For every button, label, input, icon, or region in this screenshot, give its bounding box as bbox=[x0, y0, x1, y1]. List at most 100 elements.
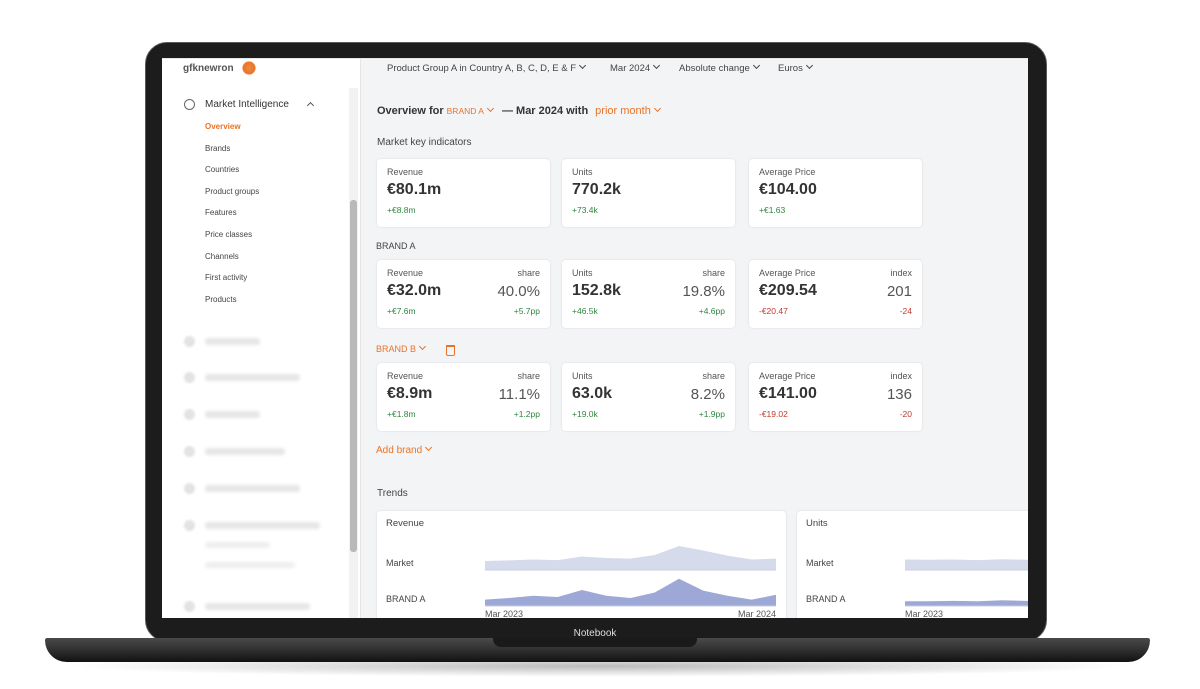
period: — Mar 2024 with bbox=[501, 105, 589, 117]
overview-header: Overview for BRAND A — Mar 2024 with prior … bbox=[377, 105, 660, 117]
blurred-nav bbox=[205, 485, 300, 492]
blurred-icon bbox=[184, 446, 195, 457]
share-value: 136 bbox=[886, 386, 912, 403]
share-change: +4.6pp bbox=[698, 306, 725, 316]
trend-title: Revenue bbox=[386, 518, 425, 529]
card-label: Units bbox=[572, 167, 593, 177]
section-title: Trends bbox=[377, 488, 408, 499]
kpi-card: Average Price €209.54 -€20.47 index 201 -24 bbox=[749, 260, 922, 328]
card-value: €32.0m bbox=[387, 282, 442, 299]
scrollbar-thumb bbox=[350, 200, 357, 552]
x-start-label: Mar 2023 bbox=[905, 609, 943, 618]
share-label: index bbox=[890, 268, 912, 278]
kpi-card: Revenue €32.0m +€7.6m share 40.0% +5.7pp bbox=[377, 260, 550, 328]
share-value: 201 bbox=[886, 283, 912, 300]
card-label: Revenue bbox=[387, 167, 424, 177]
blurred-nav bbox=[205, 338, 260, 345]
card-label: Average Price bbox=[759, 167, 816, 177]
nav-item[interactable]: First activity bbox=[205, 273, 248, 283]
card-change: +€1.8m bbox=[387, 409, 416, 419]
logo: gfknewron bbox=[183, 63, 234, 74]
card-value: €8.9m bbox=[387, 385, 433, 402]
x-end-label: Mar 2024 bbox=[738, 609, 776, 618]
blurred-icon bbox=[184, 372, 195, 383]
filter[interactable]: Euros bbox=[778, 63, 812, 74]
share-value: 40.0% bbox=[497, 283, 540, 300]
trend-panel: Units Market BRAND A Mar 2023 Mar 2024 bbox=[797, 511, 1028, 618]
comparison-select[interactable]: prior month bbox=[595, 105, 660, 117]
add-brand[interactable]: Add brand bbox=[376, 445, 431, 456]
x-start-label: Mar 2023 bbox=[485, 609, 523, 618]
share-value: 8.2% bbox=[690, 386, 725, 403]
filter[interactable]: Mar 2024 bbox=[610, 63, 659, 74]
blurred-nav bbox=[205, 542, 270, 548]
card-value: €80.1m bbox=[387, 181, 442, 198]
filter[interactable]: Absolute change bbox=[679, 63, 759, 74]
card-change: +19.0k bbox=[572, 409, 598, 419]
screen: gfknewron Market Intelligence Overview Bran… bbox=[162, 58, 1028, 618]
nav-item[interactable]: Price classes bbox=[205, 230, 253, 239]
brand-name[interactable]: BRAND B bbox=[376, 344, 425, 354]
blurred-icon bbox=[184, 520, 195, 531]
laptop-notch bbox=[493, 638, 697, 647]
trend-area bbox=[485, 546, 776, 570]
card-change: +46.5k bbox=[572, 306, 598, 316]
nav-item[interactable]: Products bbox=[205, 294, 237, 304]
filter[interactable]: Product Group A in Country A, B, C, D, E… bbox=[387, 63, 585, 74]
share-change: +1.2pp bbox=[513, 409, 540, 419]
card-change: +€7.6m bbox=[387, 306, 416, 316]
nav-item[interactable]: Countries bbox=[205, 165, 240, 175]
card-change: +73.4k bbox=[572, 205, 598, 215]
card-change: -€20.47 bbox=[759, 306, 788, 316]
card-value: €104.00 bbox=[759, 181, 817, 198]
share-label: share bbox=[517, 268, 540, 278]
card-label: Revenue bbox=[387, 371, 424, 381]
nav-item[interactable]: Features bbox=[205, 208, 237, 218]
blurred-nav bbox=[205, 411, 260, 418]
nav-item[interactable]: Brands bbox=[205, 143, 231, 153]
trend-title: Units bbox=[806, 518, 828, 529]
laptop-label: Notebook bbox=[573, 628, 617, 639]
blurred-icon bbox=[184, 336, 195, 347]
row-label: Market bbox=[806, 558, 834, 568]
share-label: share bbox=[702, 268, 725, 278]
share-change: -20 bbox=[899, 409, 912, 419]
card-label: Average Price bbox=[759, 268, 816, 278]
kpi-card: Revenue €80.1m +€8.8m bbox=[377, 159, 550, 227]
row-label: Market bbox=[386, 558, 414, 568]
nav-item[interactable]: Product groups bbox=[205, 186, 260, 196]
blurred-icon bbox=[184, 409, 195, 420]
trend-area bbox=[905, 559, 1028, 570]
blurred-nav bbox=[205, 603, 310, 610]
card-value: 63.0k bbox=[572, 385, 613, 402]
share-change: +1.9pp bbox=[698, 409, 725, 419]
delete-icon[interactable] bbox=[446, 345, 455, 356]
share-change: -24 bbox=[899, 306, 912, 316]
card-value: 152.8k bbox=[572, 282, 621, 299]
share-label: share bbox=[517, 371, 540, 381]
card-label: Units bbox=[572, 268, 593, 278]
logo-mark bbox=[242, 61, 256, 75]
blurred-nav bbox=[205, 448, 285, 455]
kpi-card: Average Price €141.00 -€19.02 index 136 -20 bbox=[749, 363, 922, 431]
card-value: €141.00 bbox=[759, 385, 817, 402]
kpi-card: Units 152.8k +46.5k share 19.8% +4.6pp bbox=[562, 260, 735, 328]
overview-prefix: Overview for bbox=[377, 105, 444, 117]
share-value: 11.1% bbox=[498, 386, 540, 403]
blurred-nav bbox=[205, 522, 320, 529]
share-change: +5.7pp bbox=[513, 306, 540, 316]
card-change: +€1.63 bbox=[759, 205, 786, 215]
card-label: Revenue bbox=[387, 268, 424, 278]
kpi-card: Units 770.2k +73.4k bbox=[562, 159, 735, 227]
sidebar-section[interactable]: Market Intelligence bbox=[205, 99, 289, 110]
brand-select[interactable]: BRAND A bbox=[447, 106, 493, 116]
row-label: BRAND A bbox=[806, 594, 846, 604]
blurred-icon bbox=[184, 601, 195, 612]
trend-panel: Revenue Market BRAND A Mar 2023 Mar 2024 bbox=[377, 511, 786, 618]
nav-item[interactable]: Overview bbox=[205, 122, 241, 131]
nav-item[interactable]: Channels bbox=[205, 251, 239, 261]
section-icon bbox=[184, 99, 195, 110]
